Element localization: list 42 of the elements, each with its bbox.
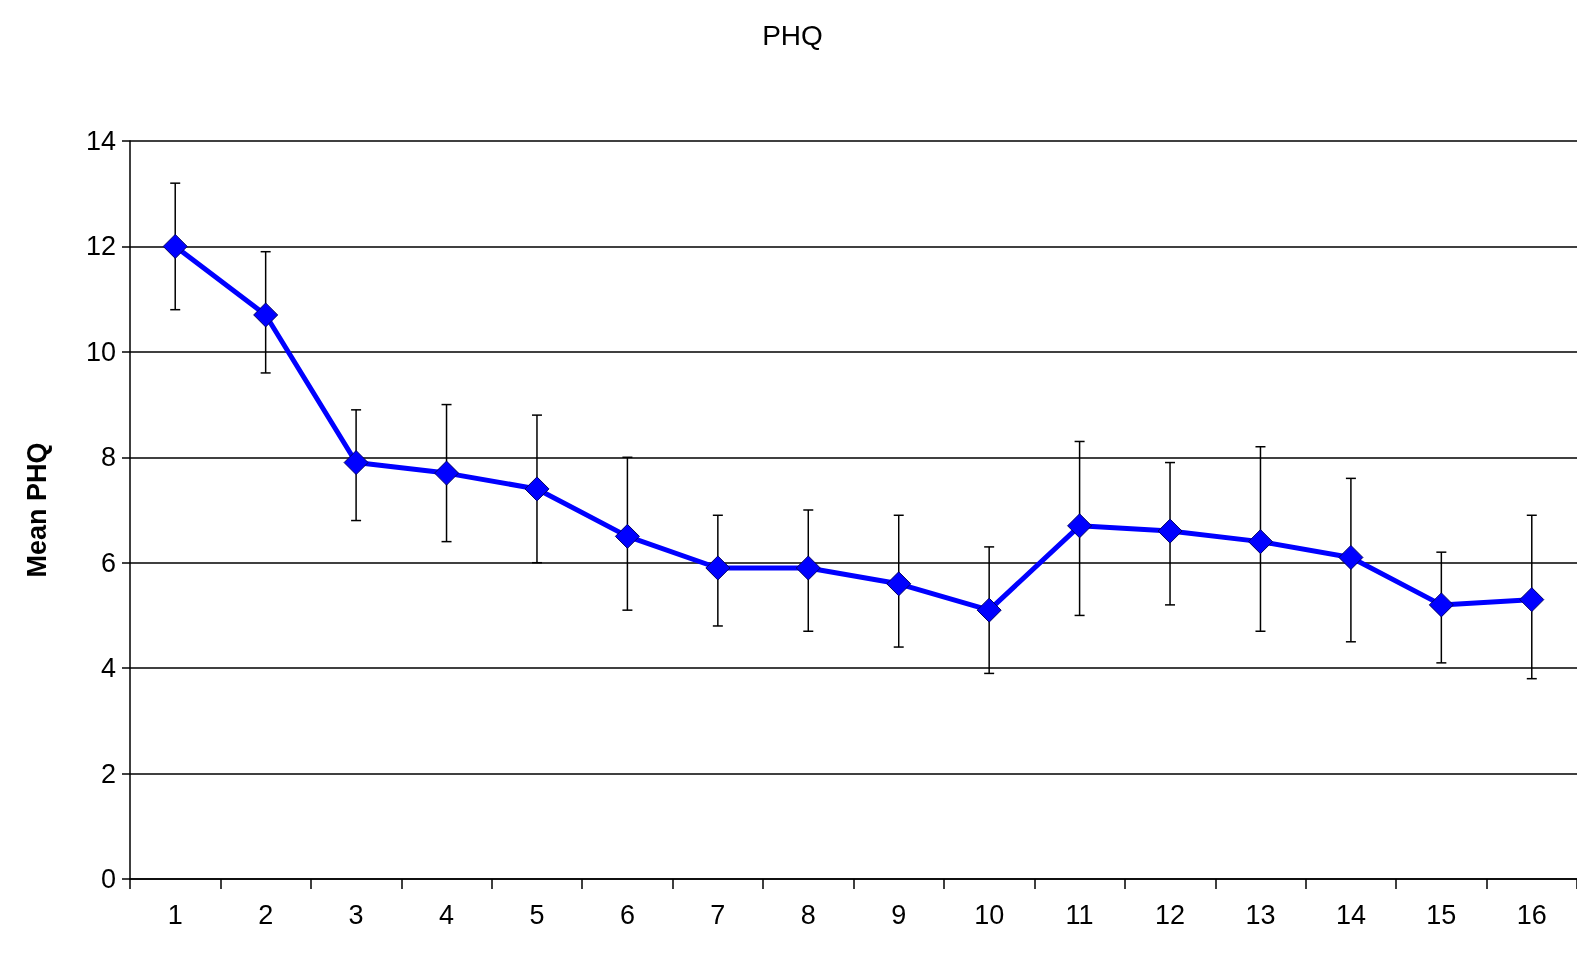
point xyxy=(434,460,460,486)
point xyxy=(1338,544,1364,570)
x-tick-label: 15 xyxy=(1426,899,1457,930)
x-tick-label: 14 xyxy=(1335,899,1366,930)
point xyxy=(614,523,640,549)
y-tick-label: 4 xyxy=(100,653,116,684)
y-tick-label: 0 xyxy=(100,864,116,894)
x-tick-label: 7 xyxy=(710,899,726,930)
point xyxy=(1519,587,1545,613)
y-tick-label: 12 xyxy=(85,231,116,262)
point xyxy=(162,233,188,259)
x-tick-label: 6 xyxy=(619,899,635,930)
x-tick-label: 10 xyxy=(974,899,1005,930)
point xyxy=(253,302,279,328)
point xyxy=(343,450,369,476)
point xyxy=(795,555,821,581)
x-tick-label: 16 xyxy=(1516,899,1547,930)
y-tick-label: 10 xyxy=(85,336,116,367)
x-tick-label: 2 xyxy=(258,899,274,930)
point xyxy=(886,571,912,597)
point xyxy=(524,476,550,502)
x-tick-label: 4 xyxy=(439,899,455,930)
y-tick-label: 14 xyxy=(85,126,116,156)
x-tick-label: 3 xyxy=(348,899,364,930)
x-tick-label: 13 xyxy=(1245,899,1276,930)
y-tick-label: 8 xyxy=(100,442,116,473)
point xyxy=(1157,518,1183,544)
x-tick-label: 11 xyxy=(1065,899,1094,930)
point xyxy=(976,597,1002,623)
x-tick-label: 5 xyxy=(529,899,545,930)
y-tick-label: 6 xyxy=(100,547,116,578)
point xyxy=(705,555,731,581)
chart-title: PHQ xyxy=(762,19,823,51)
x-tick-label: 12 xyxy=(1155,899,1186,930)
point xyxy=(1247,529,1273,555)
point xyxy=(1428,592,1454,618)
point xyxy=(1067,513,1093,539)
x-tick-label: 9 xyxy=(891,899,907,930)
x-tick-label: 8 xyxy=(800,899,816,930)
y-tick-label: 2 xyxy=(100,758,116,789)
x-tick-label: 1 xyxy=(167,899,183,930)
y-axis-title: Mean PHQ xyxy=(21,442,52,578)
